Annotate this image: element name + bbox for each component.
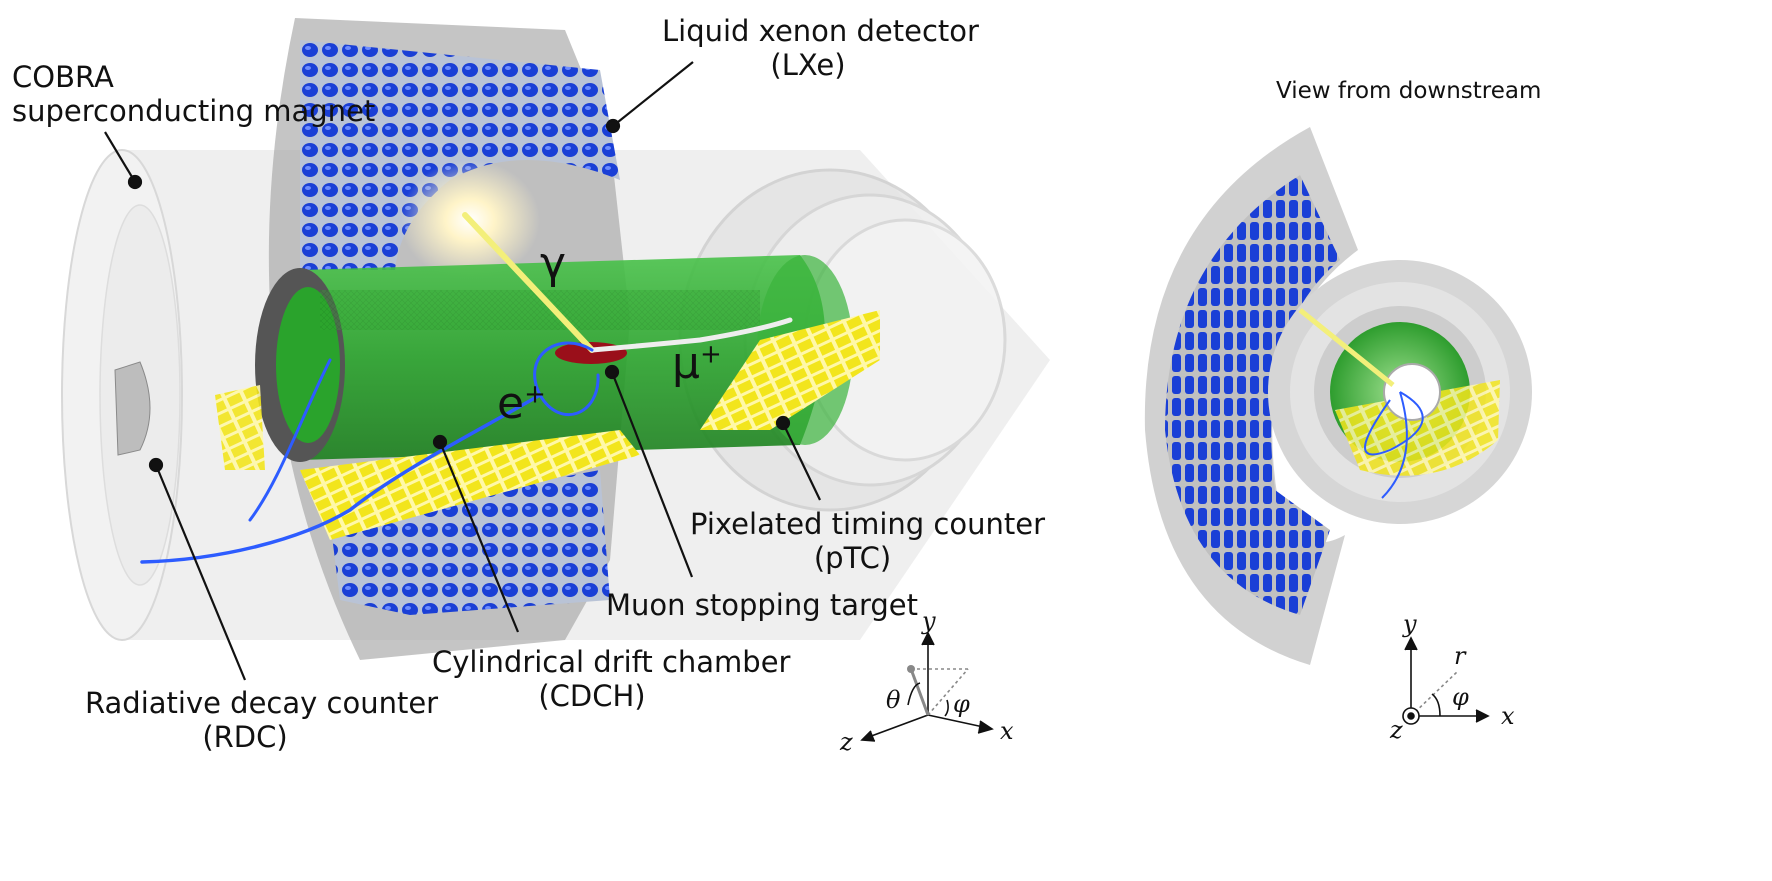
- axis-left-z: z: [840, 728, 853, 756]
- ptc-label: Pixelated timing counter (pTC): [690, 507, 1046, 575]
- positron-symbol-letter: e: [497, 378, 525, 429]
- muon-symbol-letter: μ: [672, 338, 700, 389]
- downstream-view: [1144, 127, 1532, 665]
- rdc-shape: [114, 361, 151, 456]
- particle-tracks: [140, 212, 793, 564]
- coordinate-axes-left: [860, 631, 994, 742]
- muon-symbol: μ+: [672, 338, 722, 389]
- muon-symbol-sup: +: [700, 339, 722, 370]
- leader-lines: [104, 61, 821, 681]
- ptc-tiles: [215, 310, 880, 540]
- axis-right-y: y: [1403, 610, 1417, 638]
- axis-right-phi: φ: [1452, 683, 1469, 711]
- cdch-label-line1: Cylindrical drift chamber: [432, 645, 791, 679]
- axis-right-r: r: [1454, 642, 1466, 670]
- cobra-label-line1: COBRA: [12, 60, 114, 94]
- cobra-label-line2: superconducting magnet: [12, 94, 376, 128]
- target-label: Muon stopping target: [606, 588, 919, 622]
- axis-left-y: y: [922, 607, 936, 635]
- ptc-label-line2: (pTC): [813, 541, 892, 575]
- axis-right-z: z: [1390, 716, 1403, 744]
- gamma-symbol: γ: [540, 238, 567, 289]
- rdc-label-line2: (RDC): [202, 720, 288, 754]
- coordinate-axes-right: [1402, 636, 1490, 725]
- positron-symbol-sup: +: [524, 379, 546, 410]
- lxe-label-line1: Liquid xenon detector: [662, 14, 979, 48]
- rdc-label: Radiative decay counter (RDC): [85, 686, 439, 754]
- axis-right-x: x: [1501, 702, 1515, 730]
- ptc-label-line1: Pixelated timing counter: [690, 507, 1046, 541]
- cdch-label: Cylindrical drift chamber (CDCH): [432, 645, 791, 713]
- cdch-label-line2: (CDCH): [538, 679, 646, 713]
- positron-symbol: e+: [497, 378, 546, 429]
- axis-left-x: x: [1000, 717, 1014, 745]
- axis-left-phi: φ: [953, 690, 970, 718]
- cobra-label: COBRA superconducting magnet: [12, 60, 375, 128]
- rdc-label-line1: Radiative decay counter: [85, 686, 439, 720]
- lxe-label-line2: (LXe): [770, 48, 846, 82]
- axis-left-theta: θ: [886, 686, 901, 714]
- downstream-title: View from downstream: [1276, 78, 1542, 104]
- lxe-label: Liquid xenon detector (LXe): [662, 14, 979, 82]
